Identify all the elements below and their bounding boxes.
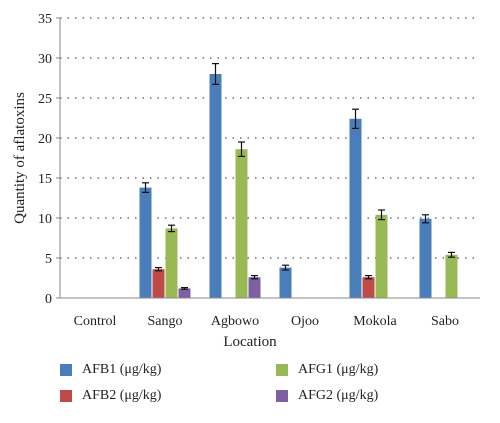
bar-afb1-sabo: [419, 218, 432, 298]
legend-label-afg1: AFG1 (μg/kg): [298, 362, 379, 377]
legend-item-afb2: AFB2 (μg/kg): [60, 388, 161, 404]
legend-item-afb1: AFB1 (μg/kg): [60, 362, 161, 378]
legend-item-afg1: AFG1 (μg/kg): [276, 362, 378, 378]
legend-label-afb2: AFB2 (μg/kg): [82, 388, 162, 403]
y-tick-label: 15: [38, 172, 52, 187]
legend-item-afg2: AFG2 (μg/kg): [276, 388, 378, 404]
bar-afg1-sango: [165, 228, 178, 298]
axes: [59, 18, 480, 299]
bar-afg2-agbowo: [248, 277, 261, 298]
legend-swatch-afb2: [60, 390, 72, 402]
bar-afg1-sabo: [445, 254, 458, 298]
legend-swatch-afg2: [276, 390, 288, 402]
grid-lines: [60, 17, 480, 259]
bar-afb1-sango: [139, 187, 152, 298]
x-tick-label: Agbowo: [211, 314, 259, 329]
bars: [139, 62, 458, 298]
x-tick-label: Ojoo: [291, 314, 319, 329]
y-tick-label: 30: [38, 52, 52, 67]
y-tick-label: 20: [38, 132, 52, 147]
y-tick-label: 5: [45, 252, 52, 267]
bar-afg1-mokola: [375, 214, 388, 298]
x-tick-label: Mokola: [353, 314, 397, 329]
bar-afg2-sango: [178, 288, 191, 298]
bar-afb1-mokola: [349, 118, 362, 298]
x-tick-label: Sabo: [431, 314, 459, 329]
x-tick-label: Sango: [148, 314, 183, 329]
legend-label-afb1: AFB1 (μg/kg): [82, 362, 162, 377]
legend-swatch-afg1: [276, 364, 288, 376]
y-tick-label: 0: [45, 292, 52, 307]
legend: AFB1 (μg/kg) AFB2 (μg/kg) AFG1 (μg/kg) A…: [60, 358, 480, 416]
legend-label-afg2: AFG2 (μg/kg): [298, 388, 379, 403]
y-tick-labels: 0 5 10 15 20 25 30 35: [38, 12, 60, 307]
x-tick-label: Control: [74, 314, 117, 329]
legend-swatch-afb1: [60, 364, 72, 376]
bar-afg1-agbowo: [235, 149, 248, 298]
bar-afb2-mokola: [362, 277, 375, 298]
bar-afb2-sango: [152, 269, 165, 298]
x-axis-title: Location: [223, 334, 277, 350]
y-axis-title: Quantity of aflatoxins: [12, 92, 28, 224]
bar-afb1-agbowo: [209, 74, 222, 298]
y-tick-label: 35: [38, 12, 52, 27]
y-tick-label: 25: [38, 92, 52, 107]
x-tick-labels: Control Sango Agbowo Ojoo Mokola Sabo: [74, 314, 459, 329]
bar-afb1-ojoo: [279, 267, 292, 298]
y-tick-label: 10: [38, 212, 52, 227]
bar-chart: 0 5 10 15 20 25 30 35 Control Sango Agbowo Ojoo Mok…: [12, 12, 480, 350]
